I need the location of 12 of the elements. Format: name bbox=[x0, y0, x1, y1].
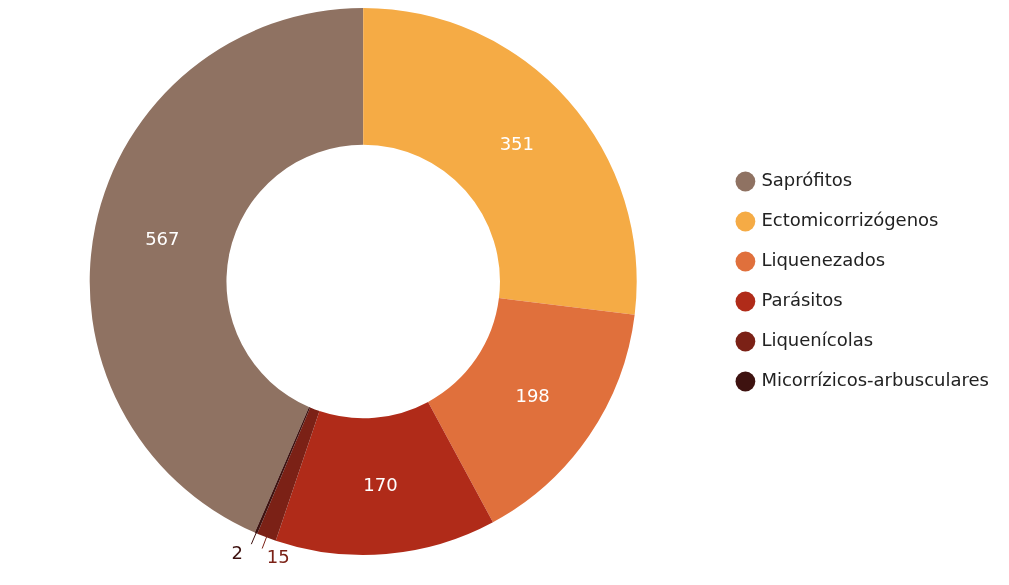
legend-label: Liquenícolas bbox=[761, 329, 874, 351]
data-label: 567 bbox=[145, 227, 180, 249]
data-label: 351 bbox=[499, 133, 534, 155]
data-label: 170 bbox=[363, 473, 398, 495]
legend-label: Parásitos bbox=[761, 289, 843, 311]
legend-label: Liquenezados bbox=[761, 249, 886, 271]
data-label: 2 bbox=[231, 541, 244, 563]
data-label: 198 bbox=[515, 384, 550, 406]
legend-label: Saprófitos bbox=[761, 169, 853, 191]
legend-label: Micorrízicos-arbusculares bbox=[761, 369, 989, 391]
data-label: 15 bbox=[266, 546, 290, 568]
legend-label: Ectomicorrizógenos bbox=[761, 209, 939, 231]
